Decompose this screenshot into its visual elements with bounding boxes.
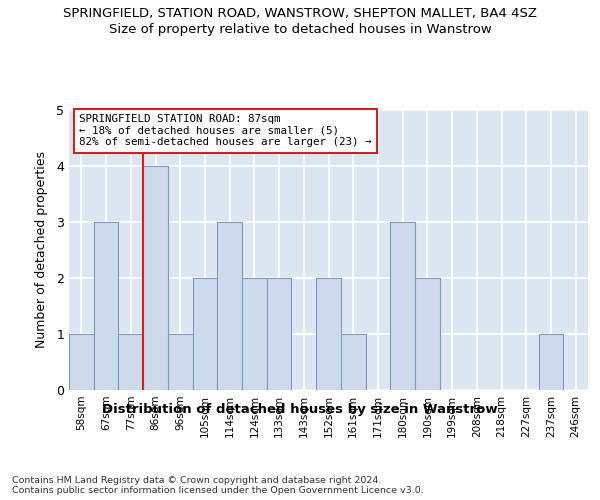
Y-axis label: Number of detached properties: Number of detached properties [35,152,48,348]
Text: Distribution of detached houses by size in Wanstrow: Distribution of detached houses by size … [102,402,498,415]
Bar [267,278,292,390]
Bar [390,222,415,390]
Bar [143,166,168,390]
Text: SPRINGFIELD, STATION ROAD, WANSTROW, SHEPTON MALLET, BA4 4SZ: SPRINGFIELD, STATION ROAD, WANSTROW, SHE… [63,8,537,20]
Bar [316,278,341,390]
Bar [415,278,440,390]
Bar [69,334,94,390]
Text: Contains HM Land Registry data © Crown copyright and database right 2024.
Contai: Contains HM Land Registry data © Crown c… [12,476,424,495]
Bar [168,334,193,390]
Bar [341,334,365,390]
Bar [193,278,217,390]
Bar [539,334,563,390]
Bar [242,278,267,390]
Text: Size of property relative to detached houses in Wanstrow: Size of property relative to detached ho… [109,22,491,36]
Bar [217,222,242,390]
Bar [94,222,118,390]
Text: SPRINGFIELD STATION ROAD: 87sqm
← 18% of detached houses are smaller (5)
82% of : SPRINGFIELD STATION ROAD: 87sqm ← 18% of… [79,114,372,148]
Bar [118,334,143,390]
